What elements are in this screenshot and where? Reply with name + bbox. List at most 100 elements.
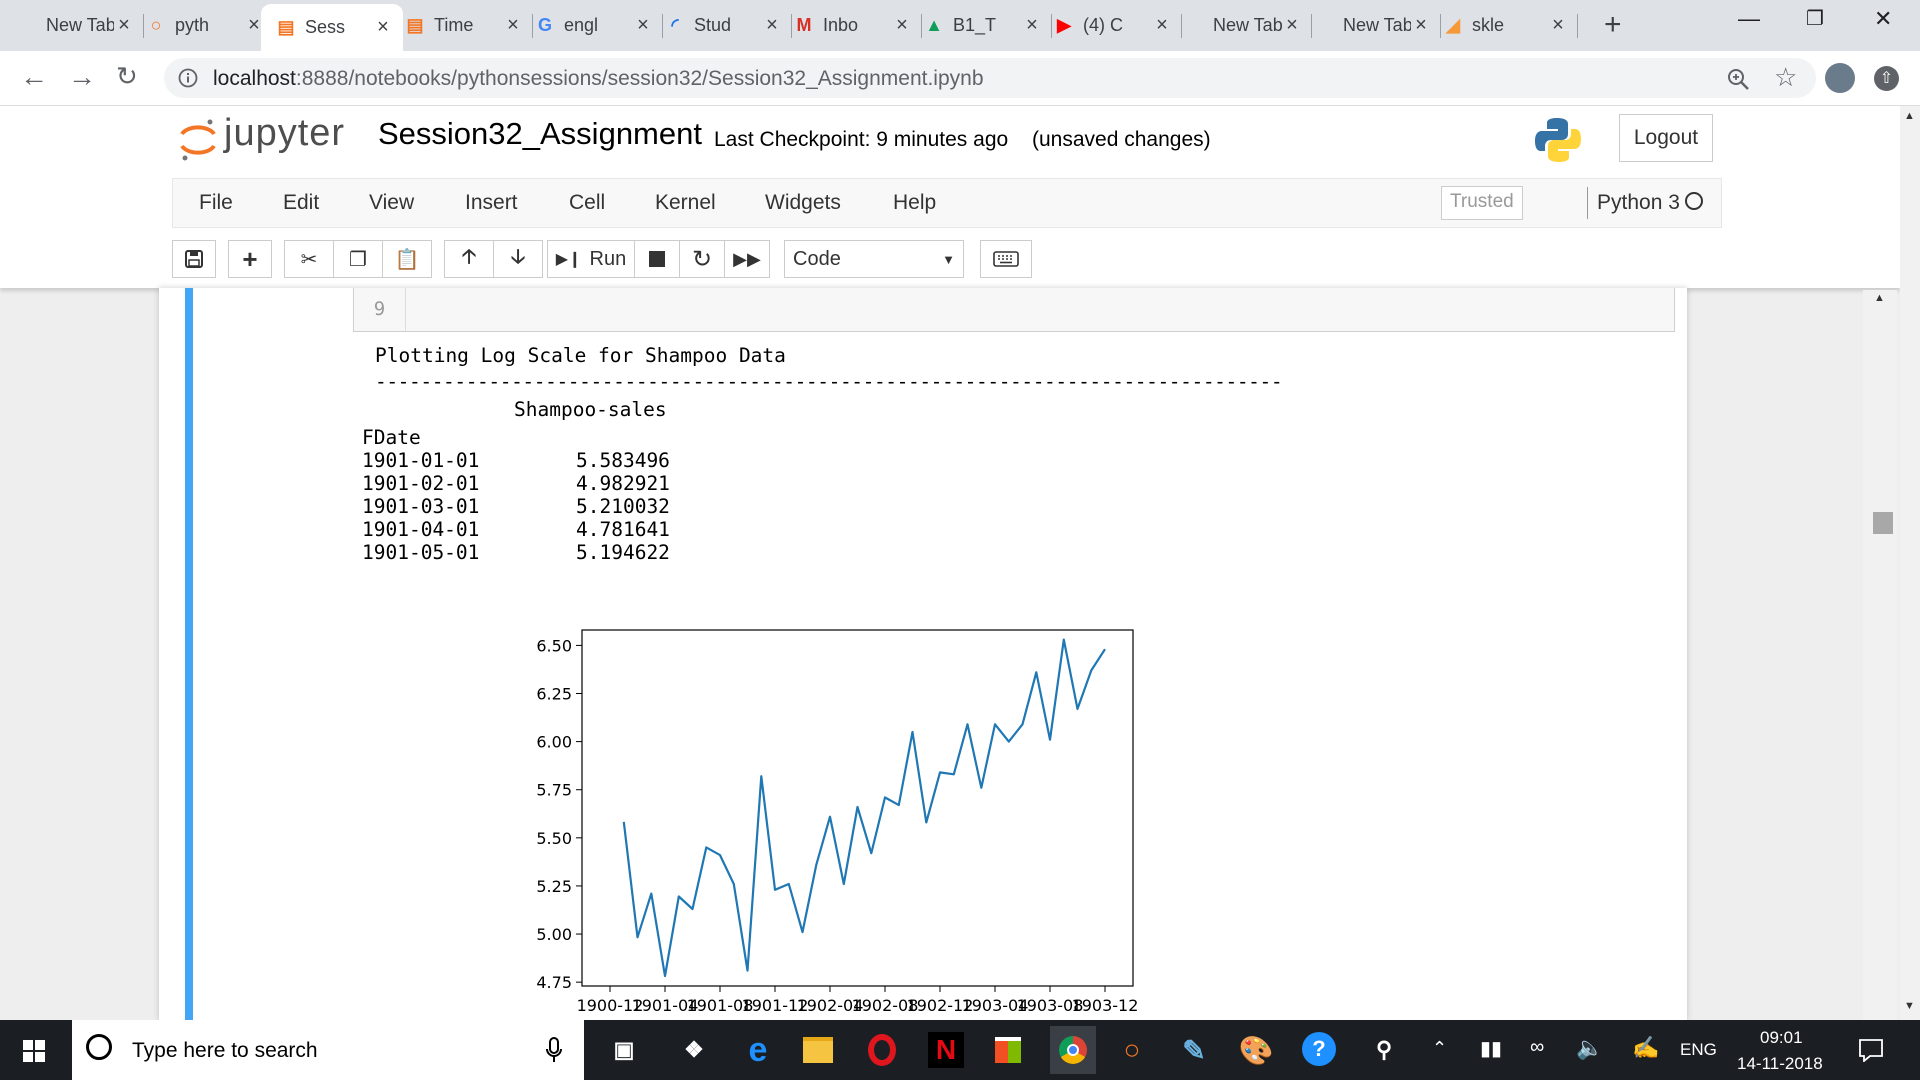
page-scrollbar[interactable]: ▲ ▼	[1900, 106, 1920, 1020]
move-up-button[interactable]: 🡡	[444, 240, 494, 278]
y-tick-label: 6.25	[536, 685, 572, 704]
scroll-thumb[interactable]	[1873, 512, 1893, 534]
forward-arrow-icon[interactable]: →	[68, 61, 96, 92]
extension-upload-icon[interactable]: ⇧	[1874, 66, 1899, 91]
command-palette-button[interactable]	[980, 240, 1032, 278]
close-tab-icon[interactable]: ×	[248, 14, 260, 36]
jupyter-app-icon[interactable]: ○	[1123, 1034, 1141, 1065]
people-icon[interactable]: ⚲	[1375, 1037, 1393, 1062]
volume-icon[interactable]: 🔈	[1576, 1035, 1604, 1060]
cell-type-select[interactable]: Code ▼	[784, 240, 964, 278]
pen-workspace-icon[interactable]: ✍	[1632, 1035, 1660, 1060]
close-tab-icon[interactable]: ×	[1156, 14, 1168, 36]
close-tab-icon[interactable]: ×	[1552, 14, 1564, 36]
x-tick-label: 1903-12	[1072, 996, 1139, 1015]
restart-run-all-button[interactable]: ▶▶	[724, 240, 770, 278]
clock-date[interactable]: 14-11-2018	[1737, 1054, 1823, 1073]
url-text[interactable]: localhost:8888/notebooks/pythonsessions/…	[213, 67, 984, 91]
show-hidden-icons-chevron-icon[interactable]: ⌃	[1432, 1038, 1448, 1058]
close-tab-icon[interactable]: ×	[118, 14, 130, 36]
new-tab-button[interactable]: +	[1604, 8, 1622, 41]
notebook-scrollbar[interactable]: ▲	[1863, 290, 1897, 1020]
taskbar-search-box[interactable]: Type here to search	[72, 1020, 584, 1080]
tab-1[interactable]: New Tab ×	[2, 4, 144, 47]
opera-icon[interactable]	[864, 1032, 900, 1068]
page-scroll-up-icon[interactable]: ▲	[1904, 110, 1915, 122]
bookmark-star-icon[interactable]: ☆	[1774, 62, 1798, 92]
notebook-name[interactable]: Session32_Assignment	[378, 116, 702, 151]
tab-7[interactable]: M Inbo ×	[779, 4, 922, 47]
menu-file[interactable]: File	[199, 191, 233, 214]
code-input-area[interactable]: 9	[353, 288, 1675, 332]
close-tab-icon[interactable]: ×	[1286, 14, 1298, 36]
clock-time[interactable]: 09:01	[1760, 1028, 1803, 1047]
tab-8[interactable]: ▲ B1_T ×	[909, 4, 1052, 47]
minimize-icon[interactable]: —	[1738, 6, 1760, 31]
chrome-icon[interactable]	[1050, 1026, 1096, 1074]
tab-9[interactable]: ▶ (4) C ×	[1039, 4, 1182, 47]
microsoft-store-icon[interactable]	[990, 1032, 1026, 1068]
action-center-icon[interactable]	[1858, 1038, 1884, 1062]
move-down-button[interactable]: 🡣	[493, 240, 543, 278]
restart-kernel-button[interactable]: ↻	[679, 240, 725, 278]
menu-edit[interactable]: Edit	[283, 191, 320, 214]
save-button[interactable]	[172, 240, 216, 278]
tab-10[interactable]: New Tab ×	[1169, 4, 1312, 47]
interrupt-button[interactable]	[634, 240, 680, 278]
kernel-name[interactable]: Python 3	[1597, 191, 1680, 214]
google-drive-icon: ▲	[925, 15, 943, 35]
profile-avatar[interactable]	[1825, 63, 1855, 93]
back-arrow-icon[interactable]: ←	[20, 61, 48, 92]
menu-help[interactable]: Help	[893, 191, 937, 214]
close-tab-icon[interactable]: ×	[1415, 14, 1427, 36]
run-button[interactable]: ▶❙ Run	[547, 240, 635, 278]
menu-cell[interactable]: Cell	[569, 191, 606, 214]
file-explorer-icon[interactable]	[800, 1032, 836, 1068]
close-tab-icon[interactable]: ×	[766, 14, 778, 36]
windows-start-icon[interactable]	[23, 1040, 45, 1062]
help-icon[interactable]: ?	[1302, 1032, 1336, 1066]
insert-cell-button[interactable]: +	[228, 240, 272, 278]
close-tab-icon[interactable]: ×	[1026, 14, 1038, 36]
tab-4[interactable]: ▤ Time ×	[390, 4, 533, 47]
input-language[interactable]: ENG	[1680, 1040, 1717, 1059]
battery-icon[interactable]: ▮▮	[1480, 1038, 1503, 1060]
close-tab-icon[interactable]: ×	[637, 14, 649, 36]
logout-button[interactable]: Logout	[1619, 114, 1713, 162]
menu-widgets[interactable]: Widgets	[765, 191, 841, 214]
trusted-indicator[interactable]: Trusted	[1441, 186, 1523, 220]
paste-button[interactable]: 📋	[382, 240, 432, 278]
copy-button[interactable]: ❐	[333, 240, 383, 278]
netflix-icon[interactable]: N	[928, 1032, 964, 1068]
reload-icon[interactable]: ↻	[116, 61, 138, 91]
tab-11[interactable]: New Tab ×	[1299, 4, 1441, 47]
menu-kernel[interactable]: Kernel	[655, 191, 716, 214]
close-window-icon[interactable]: ✕	[1874, 6, 1893, 31]
close-tab-icon[interactable]: ×	[507, 14, 519, 36]
dropbox-icon[interactable]: ❖	[684, 1037, 704, 1062]
paint-app-icon[interactable]: 🎨	[1238, 1034, 1274, 1066]
url-input[interactable]: localhost:8888/notebooks/pythonsessions/…	[164, 58, 1816, 98]
tab-2[interactable]: ○ pyth ×	[131, 4, 274, 47]
tab-12[interactable]: ◢ skle ×	[1428, 4, 1578, 47]
jupyter-logo-icon[interactable]	[178, 116, 218, 164]
menu-view[interactable]: View	[369, 191, 415, 214]
wifi-icon[interactable]: ∞	[1530, 1036, 1545, 1058]
tab-6[interactable]: ◜ Stud ×	[650, 4, 792, 47]
cut-button[interactable]: ✂	[284, 240, 334, 278]
tab-3[interactable]: ▤ Sess ×	[261, 4, 403, 51]
restore-icon[interactable]: ❐	[1806, 8, 1824, 30]
zoom-icon[interactable]	[1726, 67, 1750, 91]
notepad-app-icon[interactable]: ✎	[1182, 1034, 1206, 1066]
task-view-icon[interactable]: ▣	[613, 1037, 635, 1062]
page-scroll-down-icon[interactable]: ▼	[1904, 1000, 1915, 1012]
close-tab-icon[interactable]: ×	[896, 14, 908, 36]
close-tab-icon[interactable]: ×	[377, 16, 389, 38]
menu-insert[interactable]: Insert	[465, 191, 518, 214]
jupyter-logo-text[interactable]: jupyter	[224, 112, 346, 154]
microphone-icon[interactable]	[546, 1037, 562, 1063]
scroll-up-icon[interactable]: ▲	[1874, 292, 1885, 304]
info-icon[interactable]	[178, 68, 198, 88]
edge-browser-icon[interactable]: e	[748, 1030, 768, 1069]
